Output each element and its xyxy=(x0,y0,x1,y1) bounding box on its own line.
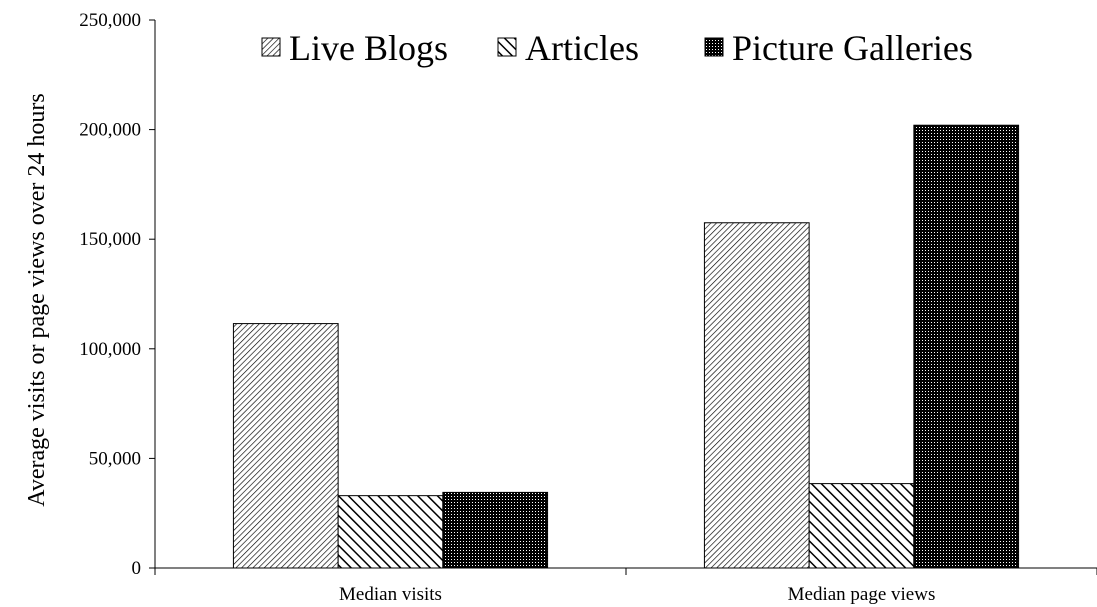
y-tick-label: 150,000 xyxy=(79,229,141,250)
bars xyxy=(232,124,1020,569)
y-tick-label: 250,000 xyxy=(79,10,141,31)
bar-picture-galleries xyxy=(442,491,549,569)
bar-articles xyxy=(337,495,444,569)
y-axis: 0 50,000 100,000 150,000 200,000 250,000 xyxy=(79,10,156,579)
legend-label: Live Blogs xyxy=(289,28,448,68)
legend-label: Picture Galleries xyxy=(732,28,973,68)
bar-live-blogs xyxy=(703,222,810,569)
bar-picture-galleries xyxy=(913,124,1020,569)
bar-live-blogs xyxy=(232,323,339,569)
bar-articles xyxy=(808,483,915,569)
y-tick-label: 50,000 xyxy=(89,448,141,469)
legend-label: Articles xyxy=(525,28,639,68)
legend-swatch xyxy=(261,37,281,57)
legend-swatch xyxy=(704,37,724,57)
legend: Live Blogs Articles Picture Galleries xyxy=(261,28,973,68)
y-tick-label: 0 xyxy=(132,558,142,579)
y-axis-title: Average visits or page views over 24 hou… xyxy=(24,93,50,506)
x-category-label: Median page views xyxy=(788,584,936,605)
x-category-label: Median visits xyxy=(339,584,442,605)
x-axis: Median visits Median page views xyxy=(154,567,1097,605)
y-tick-label: 200,000 xyxy=(79,120,141,141)
legend-swatch xyxy=(497,37,517,57)
y-tick-label: 100,000 xyxy=(79,339,141,360)
